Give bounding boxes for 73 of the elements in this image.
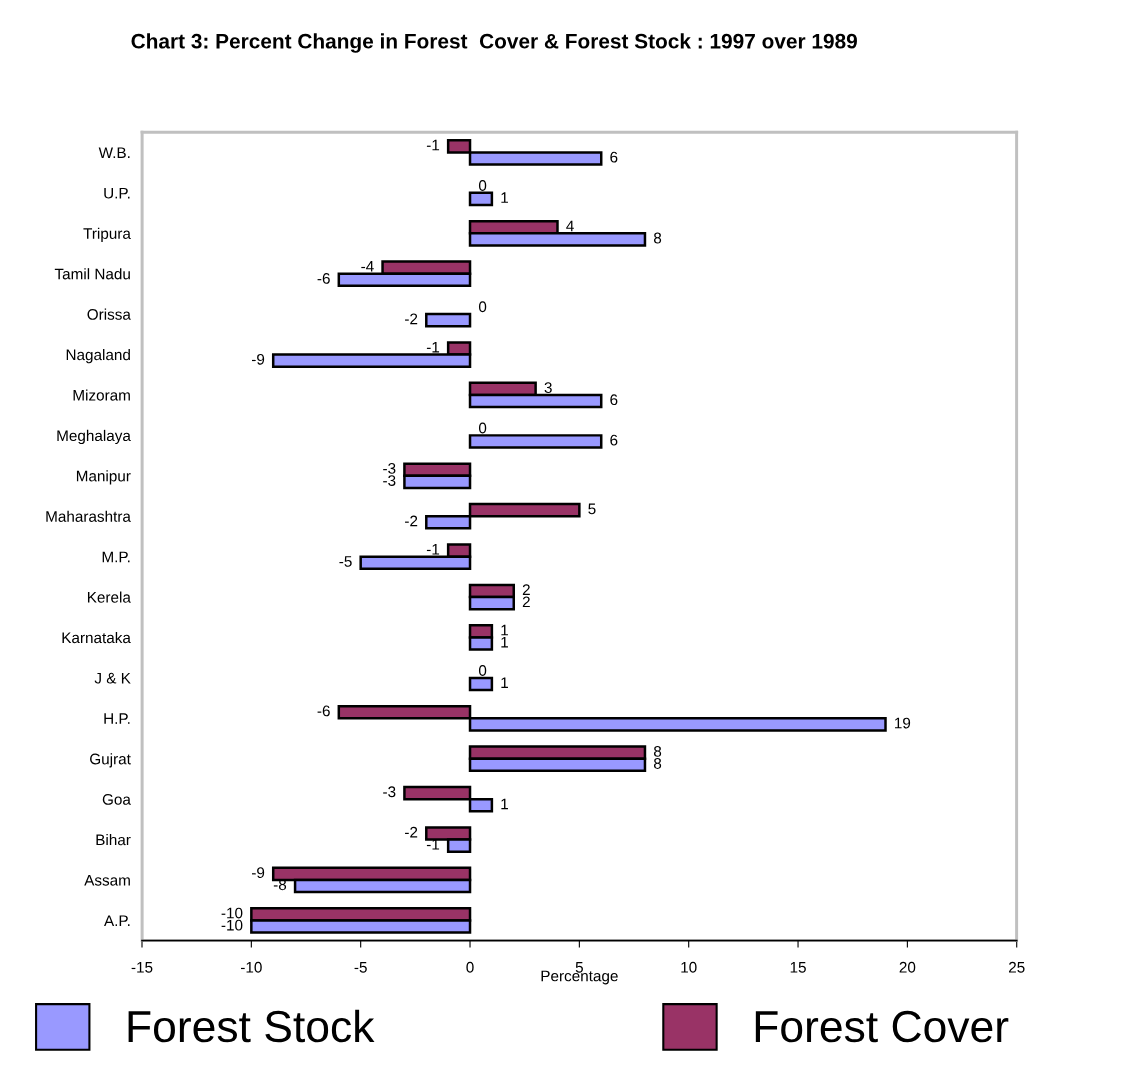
y-tick-label: Maharashtra [46, 510, 131, 522]
data-label: -6 [317, 273, 330, 284]
x-tick-label: 15 [790, 962, 806, 973]
x-tick-label: -10 [240, 961, 262, 973]
data-label: 1 [501, 192, 508, 203]
data-label: -2 [405, 313, 418, 325]
data-label: 3 [544, 382, 552, 393]
data-label: -2 [405, 826, 418, 838]
data-label: -3 [383, 475, 396, 486]
y-tick-label: W.B. [98, 147, 130, 158]
y-tick-label: M.P. [102, 551, 130, 563]
y-tick-label: J & K [94, 672, 131, 684]
data-label: 0 [478, 422, 487, 434]
data-label: 4 [566, 220, 574, 232]
y-tick-label: Assam [84, 875, 130, 886]
data-label: -9 [251, 353, 265, 365]
data-label: 6 [610, 151, 618, 163]
data-label: -3 [383, 786, 396, 798]
data-label: 8 [653, 758, 662, 769]
y-tick-label: H.P. [104, 713, 130, 724]
data-label: -10 [221, 919, 243, 931]
x-tick-label: 25 [1008, 961, 1025, 973]
data-label: -5 [339, 556, 352, 567]
y-tick-label: Tripura [83, 227, 131, 242]
data-label: -1 [426, 544, 440, 555]
data-label: -9 [251, 867, 265, 879]
x-tick-label: 0 [466, 961, 474, 973]
legend-label: Forest Stock [128, 1009, 375, 1043]
data-label: -2 [405, 515, 418, 527]
x-tick-label: -5 [354, 962, 367, 973]
data-label: 0 [478, 665, 487, 676]
y-tick-label: Goa [102, 794, 131, 805]
data-label: 2 [522, 584, 530, 595]
data-label: 1 [501, 624, 508, 636]
y-tick-label: Tamil Nadu [54, 268, 130, 280]
data-label: -1 [426, 341, 440, 353]
bar [425, 312, 472, 328]
legend-label: Forest Cover [755, 1010, 1009, 1043]
bar [468, 676, 494, 692]
data-label: 1 [501, 677, 508, 688]
chart-title: Chart 3: Percent Change in Forest Cover & Forest Stock : 1997 over 1989 [131, 33, 857, 53]
y-tick-label: Nagaland [66, 349, 130, 364]
data-label: 6 [610, 434, 618, 446]
data-label: 8 [653, 232, 662, 244]
data-label: 0 [478, 180, 487, 191]
y-tick-label: Bihar [96, 834, 131, 846]
y-tick-label: Karnataka [62, 631, 131, 644]
data-label: 1 [501, 636, 508, 648]
data-label: -3 [383, 463, 396, 474]
data-label: 0 [478, 301, 487, 313]
bar [468, 191, 494, 207]
x-tick-label: 10 [681, 961, 697, 973]
y-tick-label: Gujrat [90, 753, 131, 768]
x-tick-label: 20 [899, 961, 916, 973]
y-tick-label: Mizoram [73, 389, 130, 401]
bar [468, 434, 603, 449]
y-tick-label: Meghalaya [57, 429, 131, 445]
data-label: 5 [588, 503, 596, 515]
data-label: 6 [610, 394, 618, 406]
y-tick-label: A.P. [104, 915, 130, 926]
x-tick-label: -15 [131, 962, 153, 973]
y-tick-label: Kerela [87, 591, 131, 603]
data-label: 8 [653, 745, 662, 757]
y-tick-label: U.P. [104, 187, 130, 199]
data-label: -10 [221, 907, 243, 919]
data-label: -4 [361, 261, 374, 272]
y-tick-label: Manipur [76, 470, 131, 485]
data-label: -1 [426, 139, 440, 151]
data-label: 2 [522, 596, 530, 608]
data-label: 19 [895, 717, 911, 729]
y-tick-label: Orissa [87, 308, 131, 320]
data-label: -6 [317, 705, 330, 717]
data-label: 1 [501, 798, 508, 810]
